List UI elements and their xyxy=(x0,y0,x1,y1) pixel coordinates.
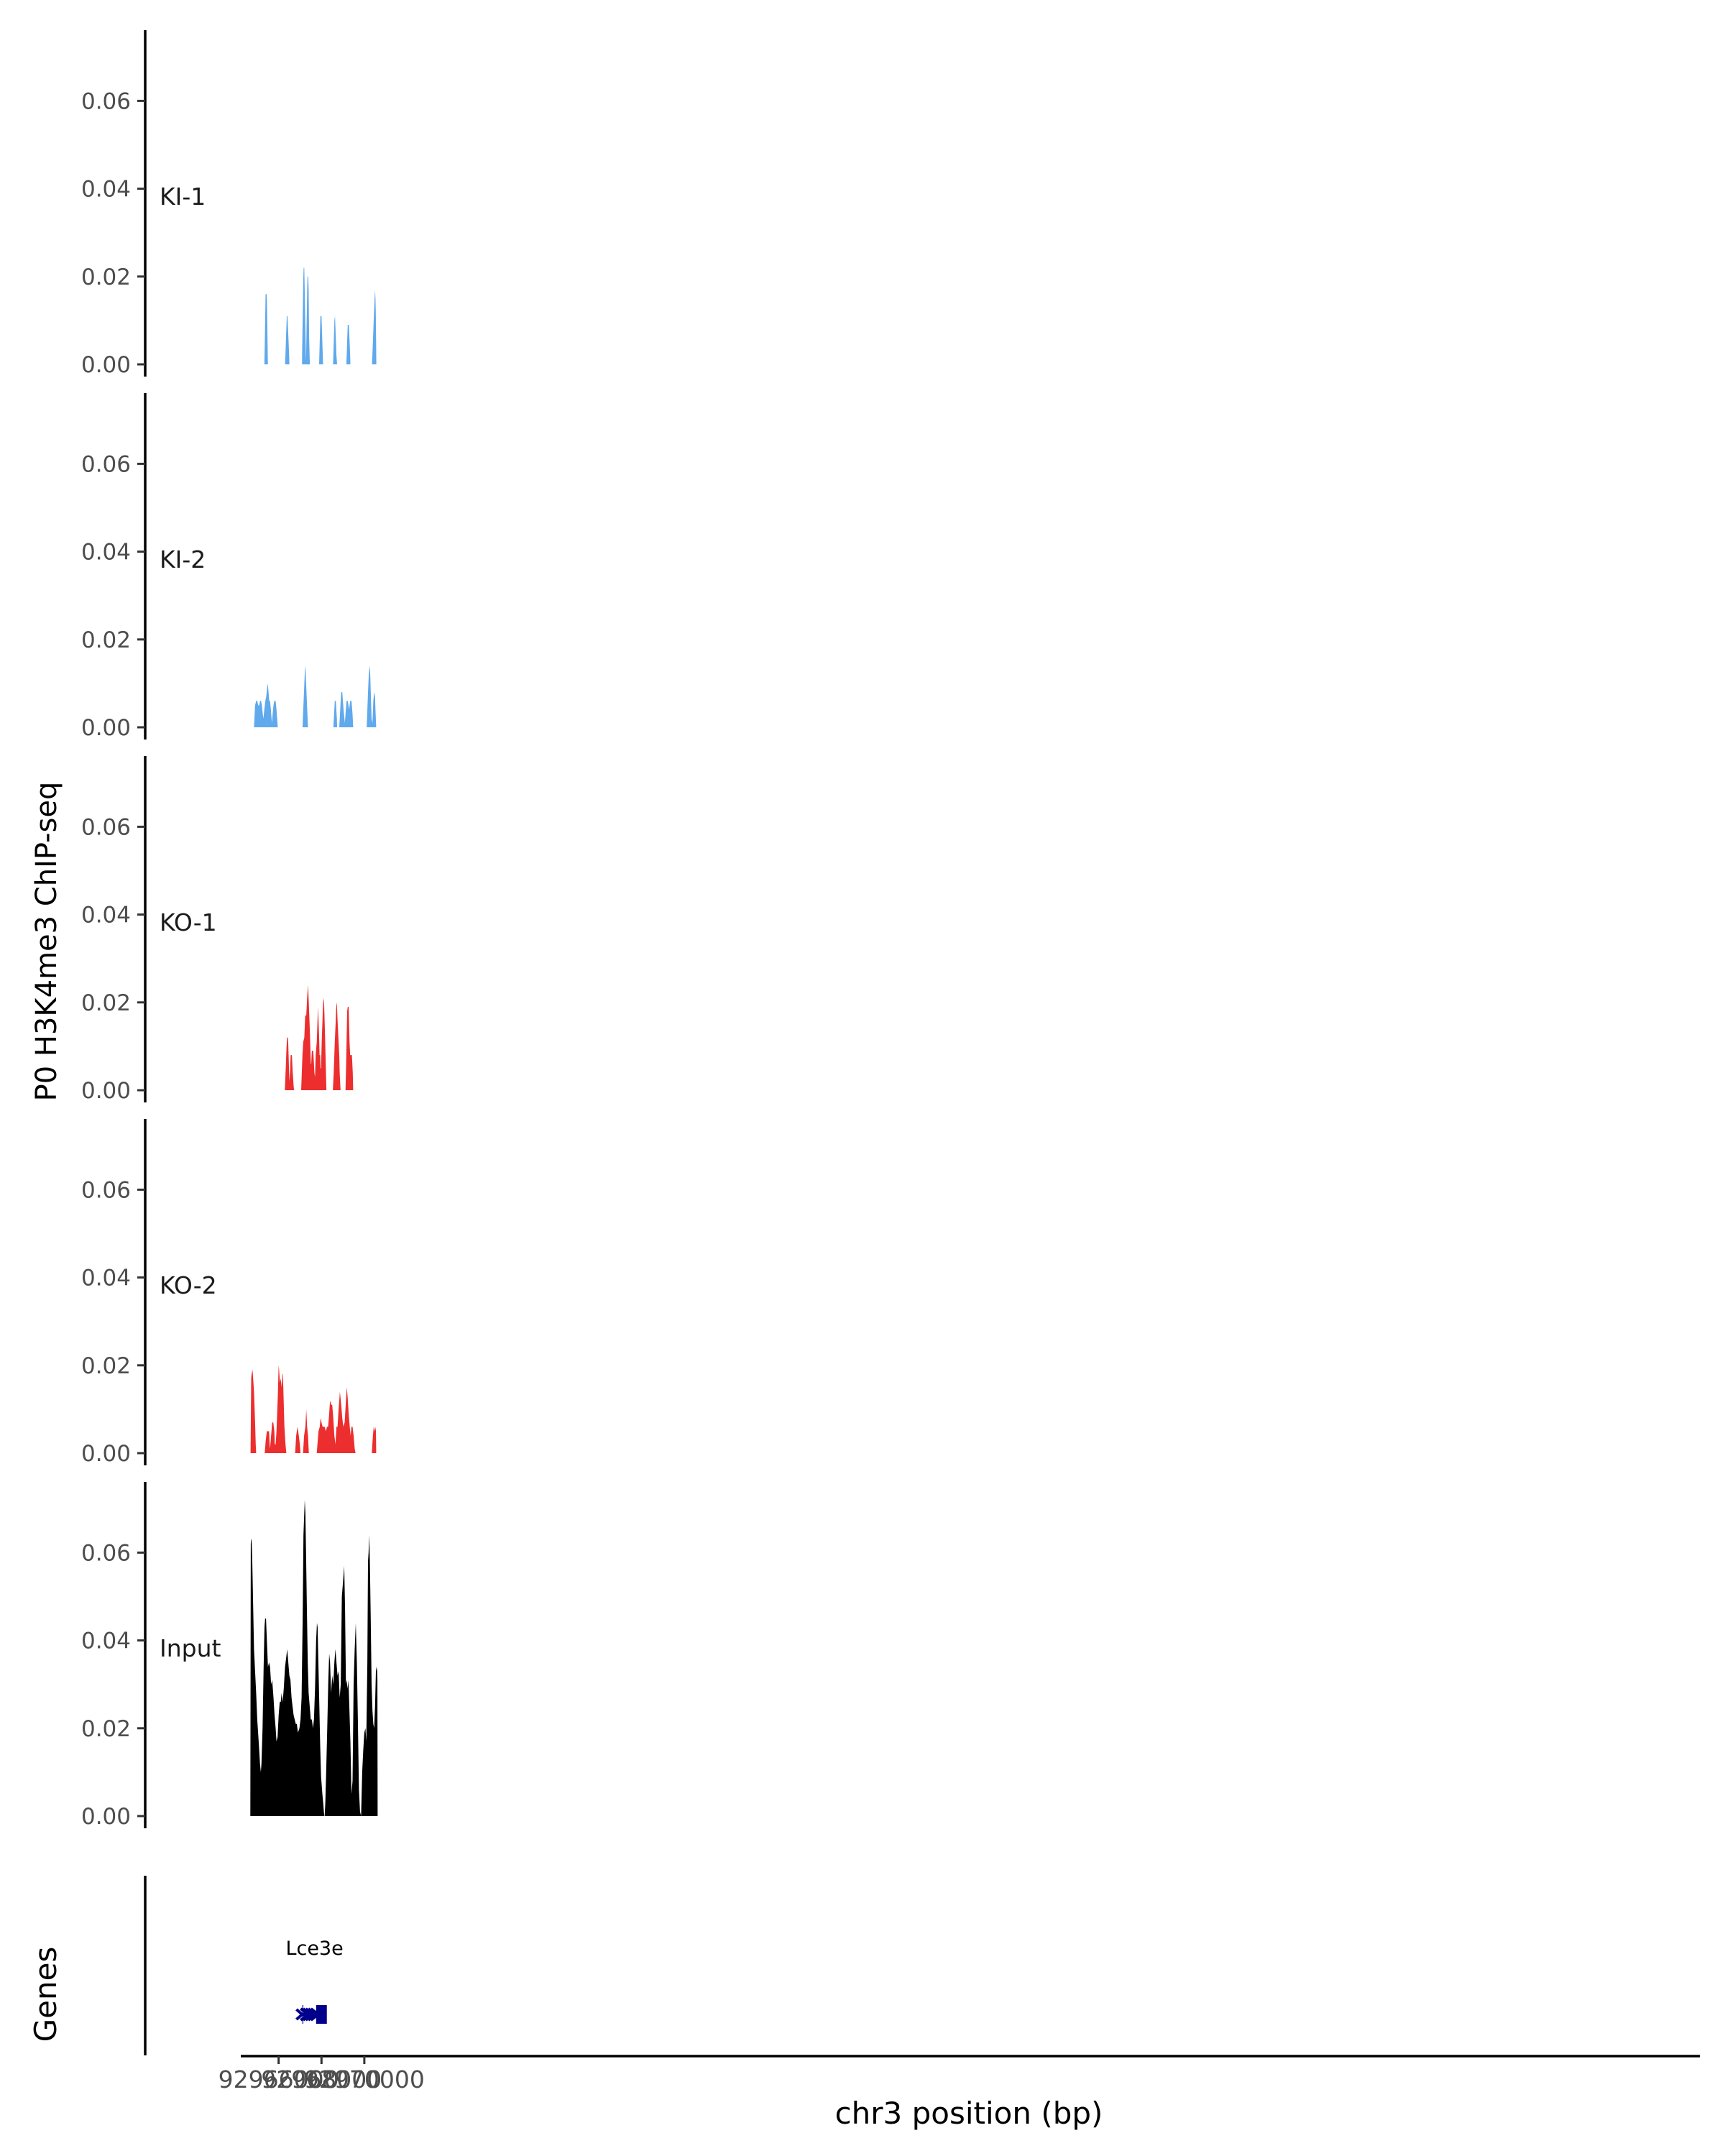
gene-panel: Lce3e xyxy=(144,1876,344,2055)
y-tick-label: 0.02 xyxy=(81,627,131,653)
y-tick-label: 0.00 xyxy=(81,1441,131,1467)
y-tick-label: 0.02 xyxy=(81,990,131,1016)
x-tick-label: 92968000 xyxy=(261,2065,382,2093)
y-tick-label: 0.00 xyxy=(81,1804,131,1830)
signal-peak xyxy=(333,315,337,364)
track-label: KO-2 xyxy=(160,1271,217,1299)
y-tick-label: 0.02 xyxy=(81,1353,131,1379)
signal-peak xyxy=(285,1037,295,1090)
y-axis-label: P0 H3K4me3 ChIP-seq xyxy=(30,782,63,1102)
y-tick-label: 0.04 xyxy=(81,177,131,203)
y-tick-label: 0.06 xyxy=(81,1540,131,1566)
signal-peak xyxy=(345,1006,354,1090)
y-tick-label: 0.06 xyxy=(81,88,131,114)
y-tick-label: 0.00 xyxy=(81,715,131,741)
gene-strand-arrow xyxy=(302,2007,313,2022)
track-panels: 0.00 0.02 0.04 0.06 KI-1 0.00 0.02 0.04 0.06 KI-2… xyxy=(81,30,378,1830)
x-axis-label: chr3 position (bp) xyxy=(835,2096,1103,2131)
track-ki-2: 0.00 0.02 0.04 0.06 KI-2 xyxy=(81,393,377,741)
track-ki-1: 0.00 0.02 0.04 0.06 KI-1 xyxy=(81,30,377,378)
signal-peak xyxy=(316,1387,356,1453)
gene-name-label: Lce3e xyxy=(285,1938,343,1960)
signal-peak xyxy=(264,1365,287,1453)
y-tick-label: 0.06 xyxy=(81,814,131,840)
y-tick-label: 0.02 xyxy=(81,264,131,290)
signal-peak xyxy=(346,325,351,364)
signal-peak xyxy=(333,1002,341,1090)
y-tick-label: 0.00 xyxy=(81,352,131,378)
track-label: KI-1 xyxy=(160,183,206,211)
signal-peak xyxy=(302,267,310,364)
signal-peak xyxy=(303,1409,309,1453)
x-tick-label: 92970000 xyxy=(304,2065,425,2093)
track-ko-2: 0.00 0.02 0.04 0.06 KO-2 xyxy=(81,1119,377,1467)
gene-strand-arrow xyxy=(310,2007,321,2022)
signal-peak xyxy=(339,692,354,727)
genes-panel-label: Genes xyxy=(28,1947,63,2042)
track-label: Input xyxy=(160,1634,221,1662)
signal-peak xyxy=(250,1369,257,1453)
y-tick-label: 0.02 xyxy=(81,1716,131,1742)
y-tick-label: 0.06 xyxy=(81,451,131,477)
signal-peak xyxy=(302,665,308,727)
track-label: KI-2 xyxy=(160,545,206,573)
gene-strand-arrow xyxy=(307,2007,318,2022)
signal-peak xyxy=(319,315,323,364)
signal-peak xyxy=(367,665,377,727)
gene-strand-arrow xyxy=(305,2007,316,2022)
signal-peak xyxy=(301,985,327,1090)
track-label: KO-1 xyxy=(160,908,217,936)
signal-peak xyxy=(324,1535,378,1816)
signal-peak xyxy=(372,1427,377,1453)
signal-peak xyxy=(333,701,337,727)
gene-strand-arrow xyxy=(300,2007,310,2022)
signal-peak xyxy=(250,1500,325,1816)
track-input: 0.00 0.02 0.04 0.06 Input xyxy=(81,1482,378,1830)
signal-peak xyxy=(285,315,290,364)
track-ko-1: 0.00 0.02 0.04 0.06 KO-1 xyxy=(81,756,354,1104)
y-tick-label: 0.04 xyxy=(81,540,131,566)
signal-peak xyxy=(264,294,268,364)
y-tick-label: 0.04 xyxy=(81,1628,131,1654)
gene-exon-block xyxy=(316,2005,327,2024)
gene-strand-arrow xyxy=(295,2008,305,2021)
signal-peak xyxy=(295,1427,301,1453)
y-tick-label: 0.04 xyxy=(81,903,131,929)
y-tick-label: 0.06 xyxy=(81,1177,131,1203)
signal-peak xyxy=(254,683,278,727)
x-tick-label: 92966000 xyxy=(218,2065,339,2093)
y-tick-label: 0.04 xyxy=(81,1266,131,1291)
signal-peak xyxy=(372,290,377,364)
y-tick-label: 0.00 xyxy=(81,1078,131,1104)
